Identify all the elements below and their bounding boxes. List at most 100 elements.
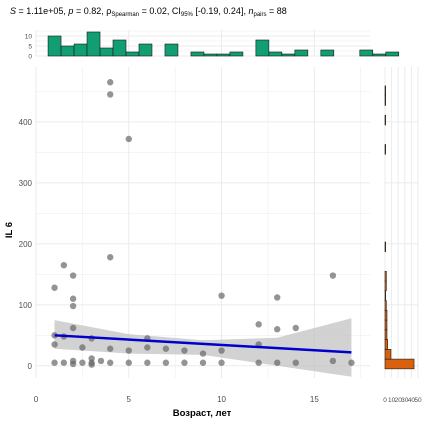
right-hist-bar bbox=[384, 310, 388, 321]
right-hist-bar bbox=[384, 290, 386, 301]
right-hist-bar bbox=[384, 319, 388, 331]
data-point bbox=[329, 272, 337, 279]
data-point bbox=[97, 357, 105, 365]
right-histogram: 0 10 20 30 40 50 bbox=[383, 67, 422, 404]
right-hist-bar bbox=[384, 358, 415, 370]
subtitle-rho-sub: Spearman bbox=[111, 12, 139, 18]
data-point bbox=[79, 359, 86, 366]
data-point bbox=[255, 359, 262, 366]
top-hist-tick-label: 10 bbox=[25, 34, 33, 41]
right-hist-bar bbox=[384, 270, 387, 282]
y-axis-title: IL 6 bbox=[4, 222, 15, 238]
top-hist-bar bbox=[47, 35, 62, 57]
data-point bbox=[329, 357, 337, 365]
regression-line bbox=[54, 334, 352, 354]
top-histogram: 0 5 10 bbox=[25, 30, 400, 61]
top-hist-bar bbox=[294, 49, 309, 57]
data-point bbox=[162, 345, 170, 352]
y-tick-label: 400 bbox=[19, 118, 33, 127]
right-hist-tick-label: 40 bbox=[408, 397, 416, 404]
top-hist-bar bbox=[138, 43, 153, 57]
data-point bbox=[348, 359, 355, 366]
y-tick-label: 100 bbox=[19, 301, 33, 310]
data-point bbox=[218, 292, 225, 299]
right-hist-bar bbox=[384, 95, 386, 106]
top-hist-bar bbox=[268, 51, 283, 57]
data-point bbox=[69, 302, 77, 310]
data-point bbox=[144, 359, 151, 366]
data-point bbox=[125, 347, 132, 354]
top-hist-tick-label: 0 bbox=[28, 54, 32, 61]
y-tick-label: 300 bbox=[19, 179, 33, 188]
subtitle-ci-value: [-0.19, 0.24] bbox=[195, 6, 243, 16]
top-hist-bar bbox=[164, 43, 179, 57]
subtitle-ci-label: CI bbox=[172, 6, 181, 16]
data-point bbox=[274, 359, 281, 366]
data-point bbox=[274, 294, 281, 301]
x-tick-label: 5 bbox=[127, 395, 132, 404]
data-point bbox=[69, 360, 77, 368]
right-hist-bar bbox=[384, 349, 392, 360]
top-hist-bar bbox=[125, 51, 140, 57]
data-point bbox=[181, 347, 188, 354]
right-hist-tick-label: 0 bbox=[383, 397, 387, 404]
subtitle-rho-symbol: ρ bbox=[106, 6, 111, 16]
y-tick-label: 0 bbox=[28, 362, 33, 371]
data-point bbox=[51, 341, 58, 348]
top-hist-bar bbox=[372, 53, 387, 57]
subtitle-ci-sub: 95% bbox=[181, 12, 194, 18]
data-point bbox=[88, 361, 95, 368]
top-hist-bar bbox=[99, 47, 114, 57]
data-point bbox=[199, 359, 207, 366]
top-hist-bar bbox=[60, 45, 75, 57]
data-point bbox=[107, 254, 114, 261]
right-hist-bar bbox=[384, 144, 386, 155]
top-hist-bar bbox=[255, 39, 270, 57]
right-hist-tick-label: 20 bbox=[395, 397, 403, 404]
subtitle-n-sub: pairs bbox=[253, 12, 266, 18]
top-hist-bar bbox=[281, 53, 296, 57]
data-point bbox=[144, 344, 151, 351]
data-point bbox=[79, 344, 86, 351]
top-hist-bar bbox=[86, 31, 101, 57]
x-tick-label: 10 bbox=[217, 395, 226, 404]
right-hist-bar bbox=[384, 241, 386, 253]
subtitle-p-value: 0.82 bbox=[84, 6, 102, 16]
x-axis-title: Возраст, лет bbox=[173, 408, 232, 419]
right-hist-bar bbox=[384, 300, 387, 311]
data-point bbox=[125, 135, 132, 143]
top-hist-bar bbox=[190, 51, 205, 57]
right-hist-tick-label: 50 bbox=[414, 397, 422, 404]
scatter-panel: 0 100 200 300 400 0 5 10 15 bbox=[19, 67, 370, 404]
data-point bbox=[199, 350, 207, 357]
x-tick-label: 15 bbox=[310, 395, 319, 404]
subtitle-n-value: 88 bbox=[277, 6, 287, 16]
data-point bbox=[60, 359, 68, 366]
top-hist-bar bbox=[359, 49, 374, 57]
data-point bbox=[107, 359, 114, 366]
subtitle-p-label: p bbox=[67, 6, 73, 16]
top-hist-bar bbox=[216, 53, 231, 57]
data-point bbox=[107, 345, 114, 352]
data-point bbox=[255, 321, 262, 328]
data-point bbox=[51, 284, 58, 291]
subtitle-s-value: 1.11e+05 bbox=[26, 6, 63, 16]
data-point bbox=[292, 359, 299, 366]
data-point bbox=[107, 79, 114, 86]
subtitle-n-label: n bbox=[248, 6, 253, 16]
right-hist-bar bbox=[384, 329, 388, 340]
top-hist-bar bbox=[229, 51, 244, 57]
right-hist-bar bbox=[384, 280, 387, 292]
data-point bbox=[69, 295, 77, 302]
top-hist-bar bbox=[320, 49, 335, 57]
top-hist-bar bbox=[73, 43, 88, 57]
top-hist-bar bbox=[112, 39, 127, 57]
right-hist-bar bbox=[384, 114, 386, 126]
top-hist-tick-label: 5 bbox=[28, 44, 32, 51]
top-hist-bar bbox=[203, 53, 218, 57]
right-hist-tick-label: 10 bbox=[388, 397, 396, 404]
chart-subtitle: S = 1.11e+05, p = 0.82, ρSpearman = 0.02… bbox=[10, 6, 287, 18]
x-tick-label: 0 bbox=[34, 395, 39, 404]
data-point bbox=[162, 359, 170, 366]
